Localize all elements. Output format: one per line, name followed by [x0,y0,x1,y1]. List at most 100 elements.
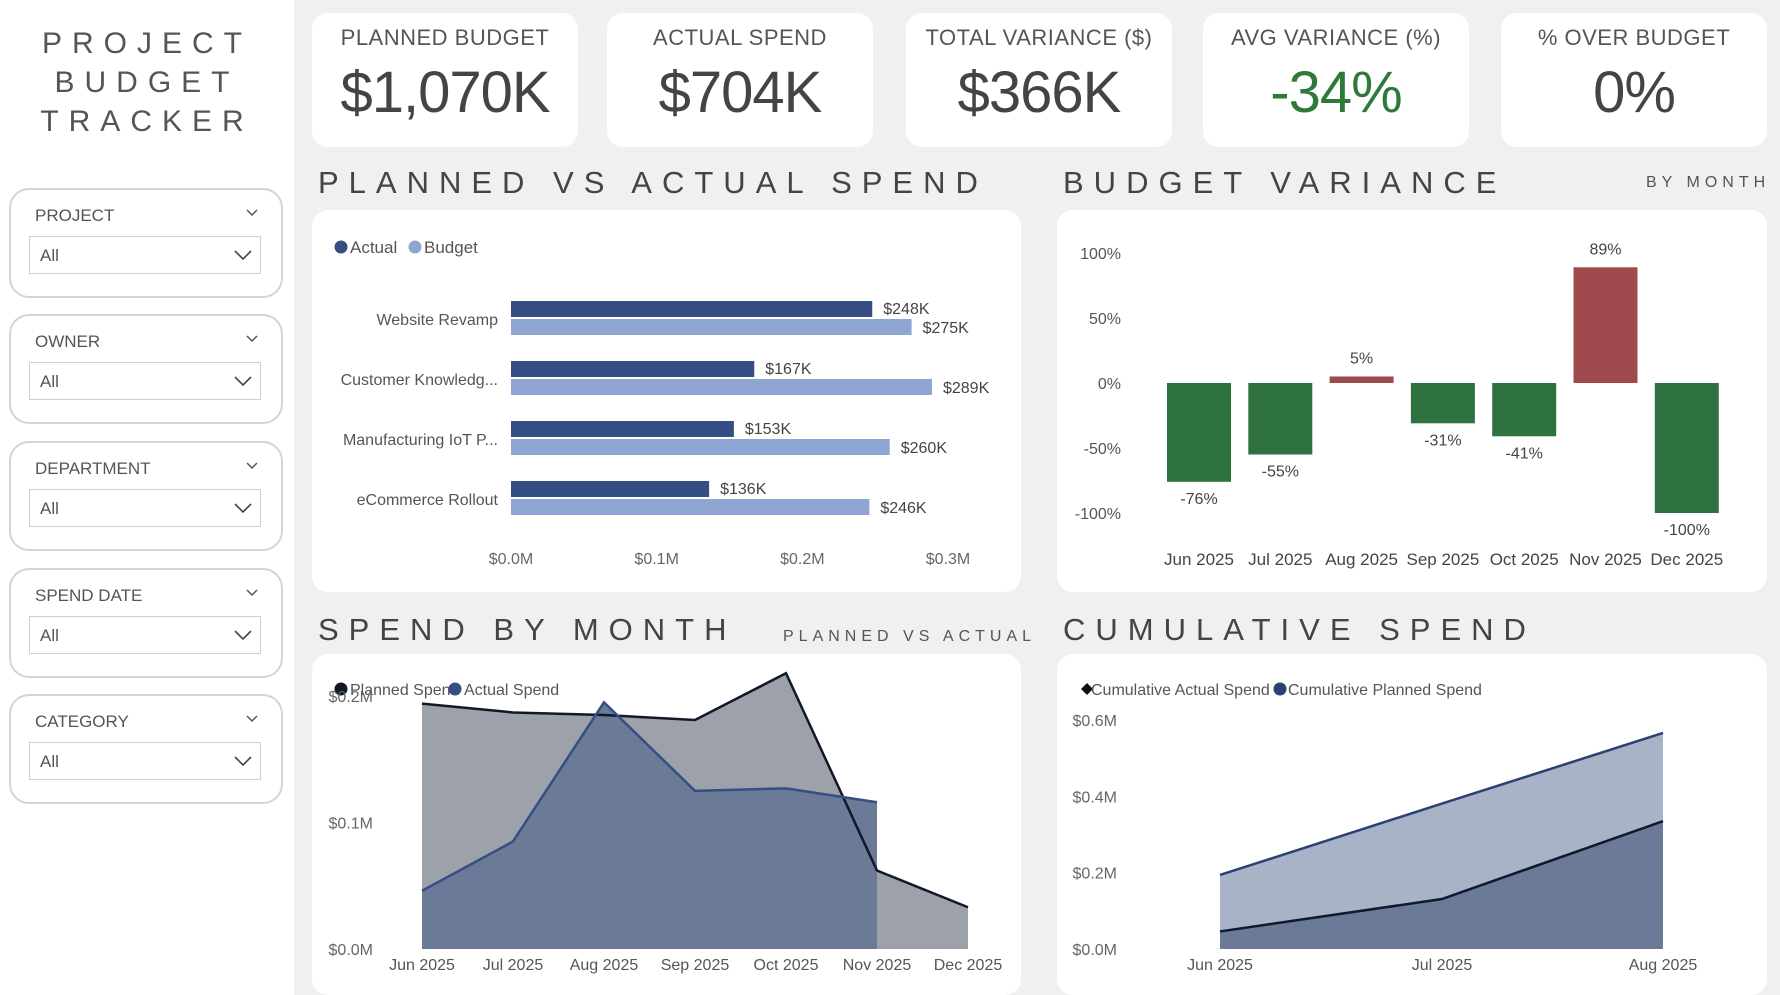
x-tick-label: Jun 2025 [389,957,455,974]
chevron-down-icon[interactable] [245,332,259,346]
chevron-down-icon [234,250,252,261]
x-tick-label: Jul 2025 [1248,550,1312,569]
owner-dropdown[interactable]: All [29,362,261,400]
kpi-label: PLANNED BUDGET [340,25,550,50]
planned-vs-actual-svg: Actual Budget Website Revamp $248K $275K Cust… [334,238,990,568]
kpi-planned-budget: PLANNED BUDGET $1,070K [312,13,578,147]
department-dropdown[interactable]: All [29,489,261,527]
data-label: -41% [1506,445,1543,462]
x-tick-label: Jun 2025 [1164,550,1234,569]
spend-date-dropdown[interactable]: All [29,616,261,654]
category-label: Website Revamp [376,312,498,329]
chevron-down-icon[interactable] [245,206,259,220]
category-label: eCommerce Rollout [357,492,499,509]
legend-label: Actual Spend [464,682,559,699]
legend-marker [448,682,462,696]
y-tick-label: 100% [1080,246,1121,263]
project-dropdown[interactable]: All [29,236,261,274]
dropdown-value: All [40,499,59,518]
variance-bar [1654,383,1719,513]
x-tick-label: Nov 2025 [1569,550,1642,569]
kpi-total-variance: TOTAL VARIANCE ($) $366K [906,13,1172,147]
x-tick-label: Sep 2025 [661,957,730,974]
slicer-label: OWNER [35,332,101,351]
slicer-label: SPEND DATE [35,586,143,605]
kpi-label: % OVER BUDGET [1537,25,1731,50]
data-label: $260K [901,440,948,457]
section-subtitle-budget-variance: BY MONTH [1646,174,1771,191]
variance-bar [1248,383,1313,455]
planned-line [421,671,969,909]
kpi-actual-spend: ACTUAL SPEND $704K [607,13,873,147]
x-tick-label: Dec 2025 [934,957,1003,974]
section-title-budget-variance: BUDGET VARIANCE [1063,165,1507,200]
y-tick-label: $0.0M [329,942,373,959]
chevron-down-icon[interactable] [245,586,259,600]
bar-actual [511,481,710,497]
app-title-line: BUDGET [54,66,240,99]
variance-bar [1492,383,1557,437]
data-label: $167K [765,361,812,378]
category-slicer: CATEGORY All [9,694,283,804]
x-tick-label: $0.3M [926,551,970,568]
x-tick-label: $0.1M [634,551,678,568]
x-tick-label: Oct 2025 [754,957,819,974]
bar-budget [511,499,870,515]
kpi-label: ACTUAL SPEND [653,25,827,50]
dropdown-value: All [40,752,59,771]
project-slicer: PROJECT All [9,188,283,298]
kpi-pct-over-budget: % OVER BUDGET 0% [1501,13,1767,147]
slicer-label: CATEGORY [35,712,129,731]
section-subtitle-spend-by-month: PLANNED VS ACTUAL [783,628,1037,645]
x-tick-label: Dec 2025 [1650,550,1723,569]
x-tick-label: Jul 2025 [483,957,544,974]
y-tick-label: 0% [1098,376,1121,393]
y-tick-label: $0.2M [329,689,373,706]
legend-label: Cumulative Actual Spend [1091,682,1270,699]
chevron-down-icon[interactable] [245,712,259,726]
data-label: 89% [1589,241,1621,258]
y-tick-label: $0.2M [1073,866,1117,883]
x-tick-label: Aug 2025 [570,957,639,974]
cumulative-actual-line [1219,819,1664,933]
data-label: $153K [745,421,792,438]
variance-bar [1167,383,1231,482]
category-dropdown[interactable]: All [29,742,261,780]
x-tick-label: $0.2M [780,551,824,568]
bar-actual [511,301,873,317]
data-label: -31% [1424,432,1461,449]
data-label: -76% [1180,491,1217,508]
section-title-spend-by-month: SPEND BY MONTH [318,612,737,647]
kpi-value: $1,070K [340,60,550,125]
actual-area [422,702,877,949]
legend-marker [1081,683,1093,695]
x-tick-label: $0.0M [489,551,533,568]
legend-marker [334,240,348,254]
cumulative-actual-area [1220,821,1663,949]
y-tick-label: -100% [1075,506,1121,523]
variance-bar [1573,267,1638,383]
dropdown-value: All [40,372,59,391]
category-label: Customer Knowledg... [341,372,498,389]
budget-variance-chart: 100% 50% 0% -50% -100% -76% Jun 2025 -55% Jul 20… [1057,210,1767,592]
x-tick-label: Jul 2025 [1412,957,1473,974]
data-label: $275K [923,320,970,337]
budget-variance-svg: 100% 50% 0% -50% -100% -76% Jun 2025 -55% Jul 20… [1075,241,1723,569]
data-label: -100% [1664,522,1710,539]
x-tick-label: Oct 2025 [1490,550,1559,569]
x-tick-label: Aug 2025 [1325,550,1398,569]
app-title: PROJECT BUDGET TRACKER [0,24,294,141]
kpi-label: TOTAL VARIANCE ($) [925,25,1153,50]
spend-date-slicer: SPEND DATE All [9,568,283,678]
legend-label: Cumulative Planned Spend [1288,682,1482,699]
x-tick-label: Nov 2025 [843,957,912,974]
data-label: $246K [880,500,927,517]
legend-marker [334,682,348,696]
kpi-value: -34% [1270,60,1402,125]
chevron-down-icon [234,503,252,514]
chevron-down-icon[interactable] [245,459,259,473]
y-tick-label: $0.1M [329,816,373,833]
kpi-value: 0% [1593,60,1676,125]
cumulative-spend-chart: Cumulative Actual Spend Cumulative Planne… [1057,654,1767,995]
kpi-value: $366K [957,60,1122,125]
